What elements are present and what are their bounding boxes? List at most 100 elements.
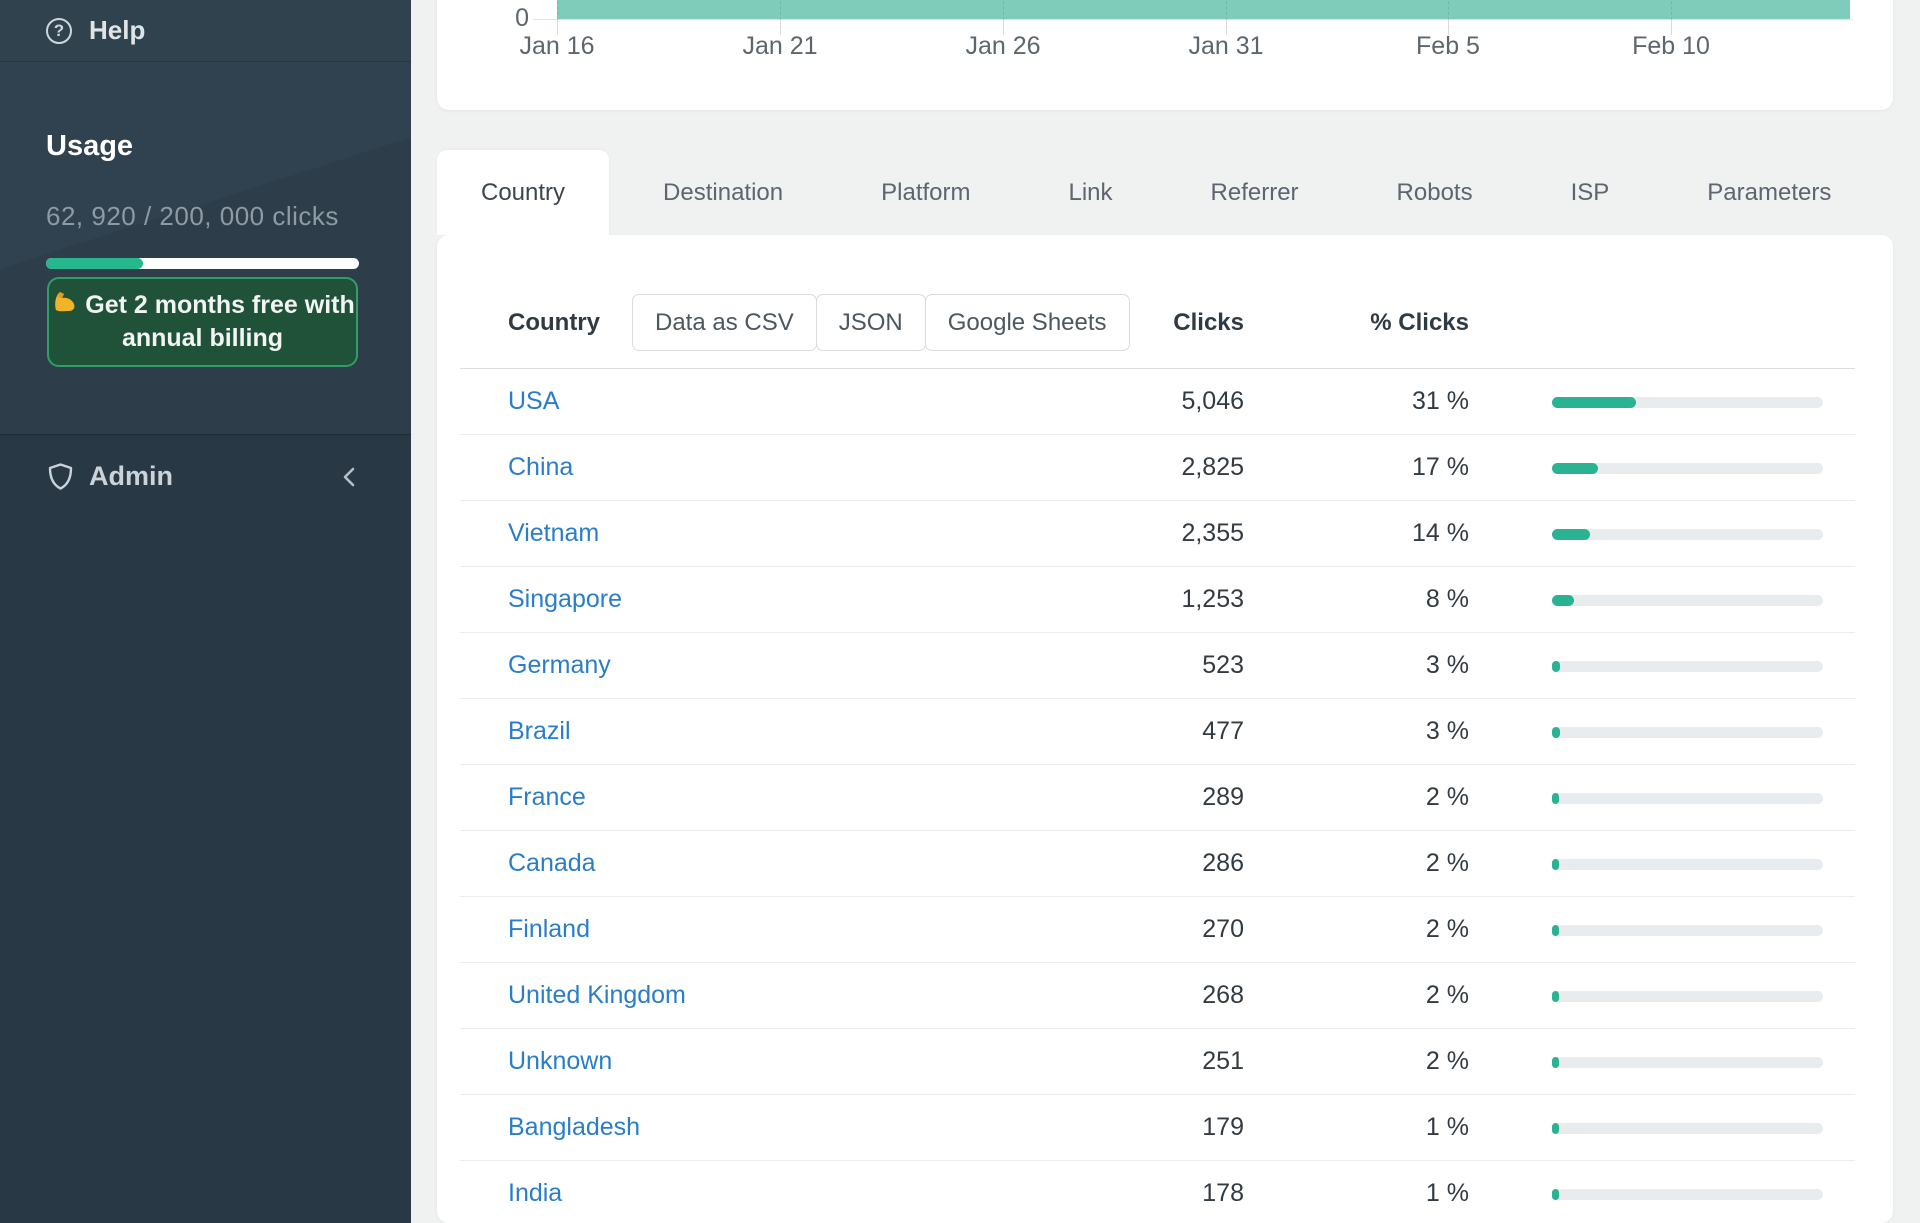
pct-bar-track [1552,397,1823,408]
chart-zero-baseline [533,19,1853,20]
tab-referrer[interactable]: Referrer [1210,178,1299,206]
pct-bar-fill [1552,925,1559,936]
usage-progress-bar [46,258,359,269]
country-link[interactable]: United Kingdom [508,981,686,1009]
upgrade-button-line1: Get 2 months free with [85,291,355,319]
pct-clicks-value: 3 % [1425,717,1469,745]
pct-clicks-value: 2 % [1425,915,1469,943]
table-row: China 2,825 17 % [460,434,1855,500]
tab-destination[interactable]: Destination [663,178,784,206]
country-link[interactable]: USA [508,387,560,415]
tab-platform[interactable]: Platform [881,178,971,206]
pct-bar-fill [1552,595,1574,606]
table-row: France 289 2 % [460,764,1855,830]
country-link[interactable]: India [508,1179,563,1207]
muscle-flex-icon [55,292,75,312]
chart-gridline [1448,0,1449,20]
clicks-value: 289 [1202,783,1244,811]
table-row: Brazil 477 3 % [460,698,1855,764]
pct-bar-track [1552,529,1823,540]
area-chart-fill [557,0,1850,20]
chart-y-axis-zero-label: 0 [515,4,529,32]
chart-x-tick [557,20,558,35]
chart-x-tick [1448,20,1449,35]
country-link[interactable]: China [508,453,574,481]
export-button-data-as-csv[interactable]: Data as CSV [632,294,817,351]
country-link[interactable]: Unknown [508,1047,613,1075]
export-button-json[interactable]: JSON [815,294,926,351]
country-link[interactable]: Finland [508,915,590,943]
tab-parameters[interactable]: Parameters [1707,178,1832,206]
stats-tab-strip: Country Destination Platform Link Referrer Ro… [437,150,1893,235]
pct-bar-fill [1552,1123,1559,1134]
chart-x-tick-label: Jan 31 [1188,32,1264,60]
pct-clicks-value: 2 % [1425,981,1469,1009]
pct-bar-track [1552,925,1823,936]
clicks-value: 268 [1202,981,1244,1009]
country-link[interactable]: Singapore [508,585,622,613]
usage-clicks-text: 62, 920 / 200, 000 clicks [46,201,339,231]
help-menu-item[interactable]: ? Help [0,0,411,62]
chart-gridline [1671,0,1672,20]
tab-country[interactable]: Country [437,150,610,235]
tab-robots[interactable]: Robots [1396,178,1473,206]
pct-bar-track [1552,859,1823,870]
pct-clicks-value: 2 % [1425,849,1469,877]
upgrade-button-line2: annual billing [121,324,284,352]
clicks-value: 286 [1202,849,1244,877]
pct-clicks-value: 31 % [1412,387,1469,415]
chevron-left-icon[interactable] [343,467,355,487]
chart-x-tick [1003,20,1004,35]
table-row: Bangladesh 179 1 % [460,1094,1855,1160]
pct-clicks-value: 14 % [1412,519,1469,547]
clicks-value: 179 [1202,1113,1244,1141]
usage-section: Usage 62, 920 / 200, 000 clicks [46,130,364,269]
clicks-value: 523 [1202,651,1244,679]
country-link[interactable]: Canada [508,849,596,877]
tab-isp[interactable]: ISP [1570,178,1610,206]
country-link[interactable]: Brazil [508,717,571,745]
table-row: United Kingdom 268 2 % [460,962,1855,1028]
upgrade-annual-billing-button[interactable]: Get 2 months free with annual billing [47,277,358,367]
clicks-chart-card: 0 Jan 16 Jan 21 Jan 26 Jan 31 Feb 5 Feb 10 [437,0,1893,110]
clicks-value: 5,046 [1181,387,1244,415]
pct-bar-track [1552,793,1823,804]
pct-bar-track [1552,661,1823,672]
country-stats-card: Country Data as CSV JSON Google Sheets Cli… [437,235,1893,1223]
country-link[interactable]: Vietnam [508,519,600,547]
chart-x-tick-label: Jan 21 [742,32,818,60]
country-link[interactable]: France [508,783,586,811]
chart-gridline [780,0,781,20]
table-row: Singapore 1,253 8 % [460,566,1855,632]
export-button-google-sheets[interactable]: Google Sheets [924,294,1130,351]
column-header-pct-clicks: % Clicks [1370,309,1469,336]
clicks-value: 178 [1202,1179,1244,1207]
column-header-country: Country [508,309,600,336]
pct-bar-track [1552,991,1823,1002]
pct-clicks-value: 8 % [1425,585,1469,613]
chart-x-tick-label: Feb 10 [1632,32,1710,60]
country-link[interactable]: Germany [508,651,611,679]
pct-bar-track [1552,595,1823,606]
country-link[interactable]: Bangladesh [508,1113,641,1141]
clicks-value: 2,825 [1181,453,1244,481]
pct-bar-fill [1552,529,1590,540]
pct-bar-fill [1552,661,1561,672]
pct-bar-fill [1552,991,1559,1002]
pct-clicks-value: 2 % [1425,1047,1469,1075]
chart-x-tick [780,20,781,35]
tab-link[interactable]: Link [1068,178,1113,206]
pct-clicks-value: 1 % [1425,1179,1469,1207]
sidebar: ? Help Usage 62, 920 / 200, 000 clicks G… [0,0,411,1223]
admin-menu-item[interactable]: Admin [0,435,411,492]
table-row: USA 5,046 31 % [460,368,1855,434]
admin-section: Admin [0,434,411,1223]
chart-x-tick [1226,20,1227,35]
country-rows: USA 5,046 31 % China 2,825 17 % Vietnam 2,355 14… [437,368,1893,1223]
table-row: Vietnam 2,355 14 % [460,500,1855,566]
clicks-value: 477 [1202,717,1244,745]
pct-bar-fill [1552,727,1561,738]
pct-bar-fill [1552,1189,1559,1200]
pct-clicks-value: 1 % [1425,1113,1469,1141]
